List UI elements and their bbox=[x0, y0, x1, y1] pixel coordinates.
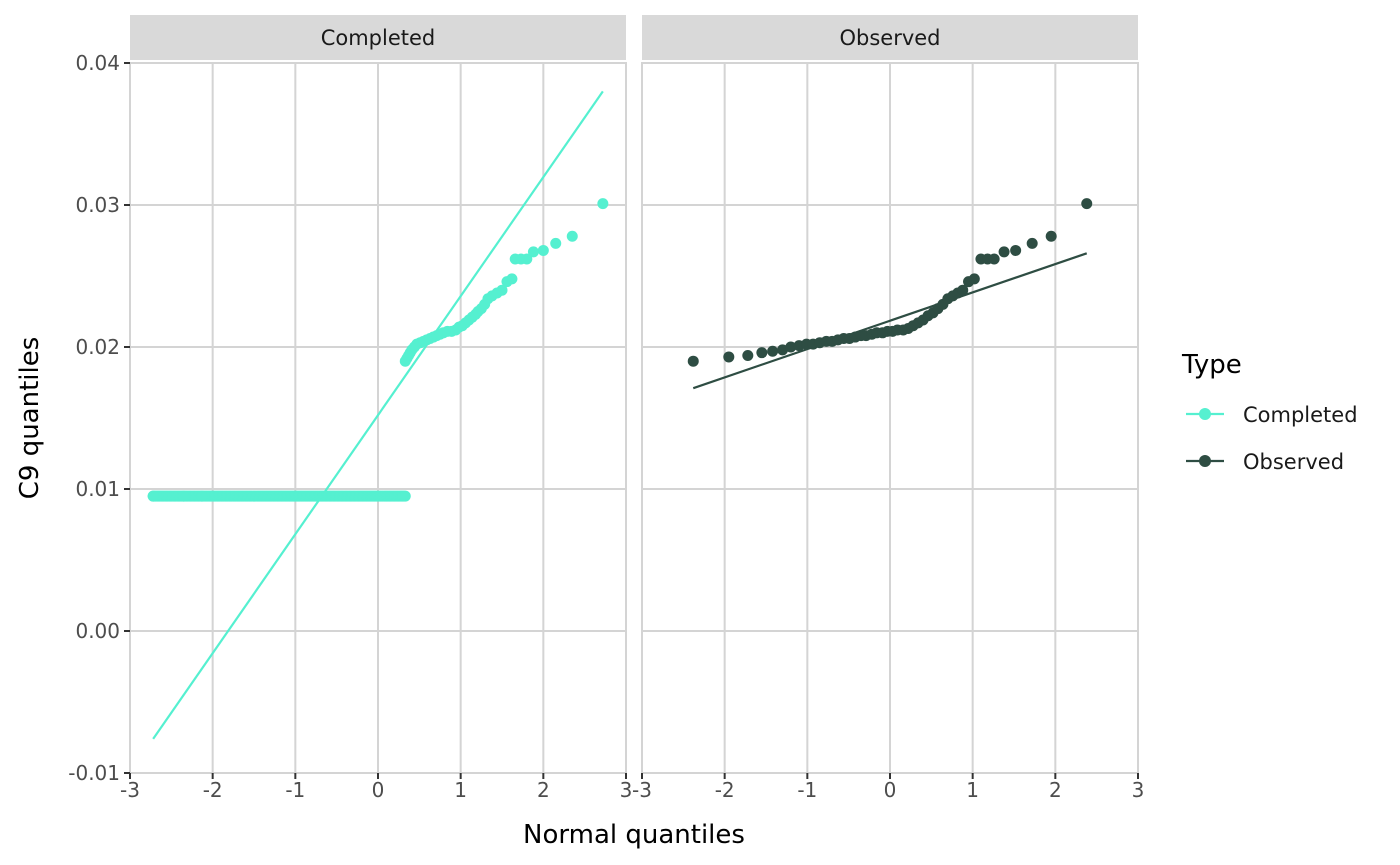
x-tick-label-1-3: 0 bbox=[884, 778, 897, 802]
y-tick-label-1: 0.00 bbox=[75, 619, 120, 643]
data-point-0-0 bbox=[147, 490, 159, 502]
data-point-1-43 bbox=[998, 246, 1010, 258]
legend-title: Type bbox=[1181, 350, 1242, 380]
data-point-0-1 bbox=[178, 490, 190, 502]
x-tick-label-0-1: -2 bbox=[203, 778, 223, 802]
data-point-0-40 bbox=[537, 244, 549, 256]
x-tick-label-1-4: 1 bbox=[966, 778, 979, 802]
legend-entries: Completed Observed bbox=[1186, 403, 1358, 474]
data-point-1-45 bbox=[1026, 237, 1038, 249]
data-point-0-2 bbox=[196, 490, 208, 502]
data-point-1-2 bbox=[742, 350, 754, 362]
legend-label-1: Observed bbox=[1243, 450, 1344, 474]
x-tick-label-0-6: 3 bbox=[620, 778, 633, 802]
data-point-1-37 bbox=[957, 284, 969, 296]
x-tick-label-0-3: 0 bbox=[372, 778, 385, 802]
x-tick-label-0-0: -3 bbox=[120, 778, 140, 802]
facet-panel-1: Observed bbox=[641, 15, 1139, 774]
y-tick-label-2: 0.01 bbox=[75, 477, 120, 501]
data-point-1-1 bbox=[723, 351, 735, 363]
data-point-run-0-0-189 bbox=[399, 490, 411, 502]
reference-line-0 bbox=[152, 90, 604, 740]
data-point-1-0 bbox=[687, 355, 699, 367]
facet-panel-0: Completed bbox=[129, 15, 627, 774]
x-tick-label-1-6: 3 bbox=[1132, 778, 1145, 802]
x-tick-label-1-5: 2 bbox=[1049, 778, 1062, 802]
data-point-1-46 bbox=[1045, 230, 1057, 242]
x-axis-title: Normal quantiles bbox=[523, 820, 745, 850]
facet-strip-label-0: Completed bbox=[321, 26, 436, 50]
data-point-1-4 bbox=[767, 345, 779, 357]
data-point-0-33 bbox=[496, 284, 508, 296]
legend-key-point-1 bbox=[1199, 455, 1211, 467]
data-point-1-39 bbox=[968, 273, 980, 285]
legend-label-0: Completed bbox=[1243, 403, 1358, 427]
y-tick-label-4: 0.03 bbox=[75, 193, 120, 217]
facet-strip-1 bbox=[642, 15, 1138, 60]
data-point-1-5 bbox=[777, 344, 789, 356]
y-tick-label-5: 0.04 bbox=[75, 51, 120, 75]
legend-key-point-0 bbox=[1199, 408, 1211, 420]
facets-layer: Completed Observed bbox=[129, 15, 1139, 774]
x-tick-label-1-0: -3 bbox=[632, 778, 652, 802]
data-point-1-47 bbox=[1081, 198, 1093, 210]
y-tick-label-3: 0.02 bbox=[75, 335, 120, 359]
data-point-0-42 bbox=[566, 230, 578, 242]
x-tick-label-1-2: -1 bbox=[797, 778, 817, 802]
data-point-0-35 bbox=[506, 273, 518, 285]
reference-line-1 bbox=[692, 252, 1088, 390]
x-tick-label-1-1: -2 bbox=[715, 778, 735, 802]
y-tick-label-0: -0.01 bbox=[68, 761, 120, 785]
legend: Type Completed Observed bbox=[1181, 350, 1358, 474]
data-point-1-6 bbox=[785, 341, 797, 353]
y-axis-title: C9 quantiles bbox=[15, 337, 45, 500]
data-point-1-44 bbox=[1010, 244, 1022, 256]
axes-layer: -3 -2 -1 0 1 2 3 -3 -2 -1 0 1 2 3-0.010.000.010.020.0… bbox=[68, 51, 1144, 802]
facet-strip-0 bbox=[130, 15, 626, 60]
x-tick-label-0-4: 1 bbox=[454, 778, 467, 802]
data-point-0-38 bbox=[521, 253, 533, 265]
data-point-0-41 bbox=[550, 237, 562, 249]
x-tick-label-0-5: 2 bbox=[537, 778, 550, 802]
data-point-0-43 bbox=[597, 198, 609, 210]
x-tick-label-0-2: -1 bbox=[285, 778, 305, 802]
data-point-1-42 bbox=[988, 253, 1000, 265]
facet-strip-label-1: Observed bbox=[839, 26, 940, 50]
data-point-1-3 bbox=[756, 347, 768, 359]
data-point-0-39 bbox=[527, 246, 539, 258]
